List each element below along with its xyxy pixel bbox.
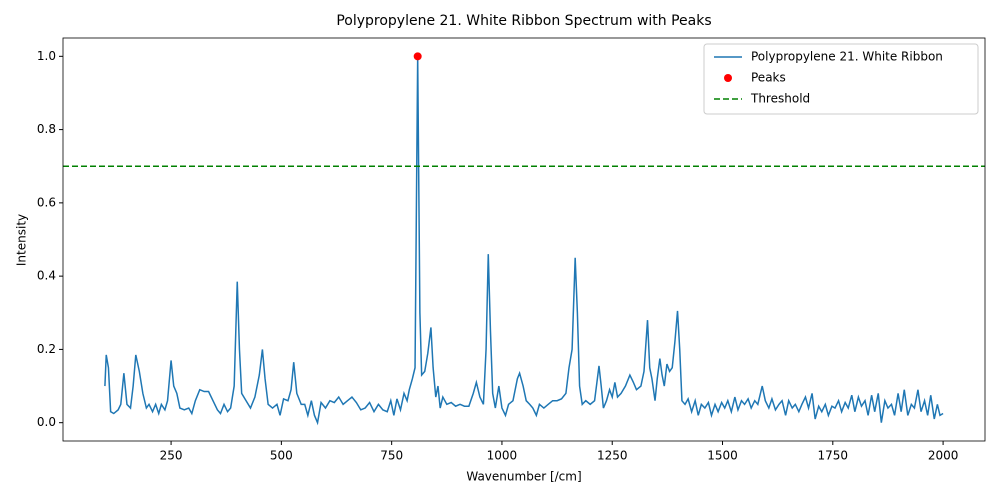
y-tick-label: 1.0	[37, 49, 56, 63]
legend-label: Peaks	[751, 71, 786, 85]
y-tick-label: 0.4	[37, 269, 56, 283]
legend-label: Polypropylene 21. White Ribbon	[751, 50, 943, 64]
y-tick-label: 0.6	[37, 195, 56, 209]
legend-box	[703, 43, 979, 115]
y-axis-label: Intensity	[15, 214, 29, 266]
y-tick-label: 0.0	[37, 415, 56, 429]
y-tick-label: 0.2	[37, 342, 56, 356]
peak-point	[413, 52, 422, 61]
plot-frame	[62, 37, 986, 442]
x-tick-label: 1750	[818, 449, 849, 463]
y-tick-label: 0.8	[37, 122, 56, 136]
x-axis-label: Wavenumber [/cm]	[466, 470, 581, 484]
x-tick-label: 2000	[928, 449, 959, 463]
x-tick-label: 1500	[707, 449, 738, 463]
x-tick-label: 500	[270, 449, 293, 463]
legend-marker	[724, 74, 732, 82]
x-tick-label: 750	[380, 449, 403, 463]
x-tick-label: 1250	[597, 449, 628, 463]
spectrum-line	[104, 56, 944, 426]
chart-title: Polypropylene 21. White Ribbon Spectrum …	[336, 13, 711, 29]
x-tick-label: 250	[160, 449, 183, 463]
legend-label: Threshold	[750, 92, 810, 106]
x-tick-label: 1000	[487, 449, 518, 463]
